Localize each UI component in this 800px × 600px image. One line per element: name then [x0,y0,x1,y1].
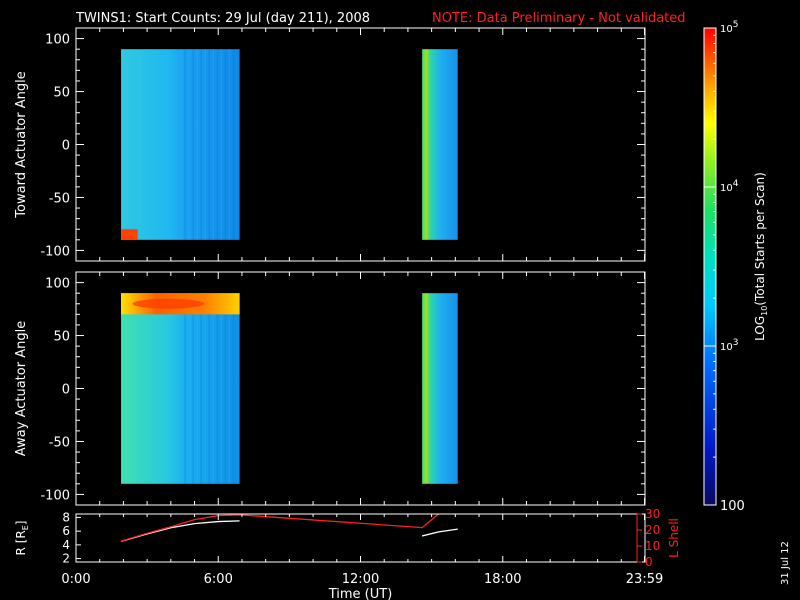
colorbar-tick-label: 104 [720,179,739,194]
block-stripe [192,49,194,240]
right-y-tick-label: 0 [645,555,653,569]
y-axis-label: Toward Actuator Angle [14,71,29,218]
panel-frame [75,513,646,563]
x-axis-label: Time (UT) [328,587,393,600]
hotspot-core [132,298,205,309]
date-stamp: 31 Jul 12 [780,541,791,585]
block-stripe [180,49,182,240]
block-stripe [228,293,231,484]
block-stripe [204,49,206,240]
left-y-tick-label: 6 [62,524,70,538]
data-block-1 [121,293,240,484]
data-block-1 [121,49,240,240]
right-y-tick-label: 20 [645,523,660,537]
r-distance-line-2 [421,528,458,537]
y-tick-label: 100 [45,33,70,48]
away-actuator-panel: -100 -50 0 50 100 Away Actuator Angle [14,271,646,506]
left-y-tick-label: 4 [62,538,70,552]
figure-title: TWINS1: Start Counts: 29 Jul (day 211), … [75,11,370,26]
x-tick-label: 6:00 [204,572,233,587]
colorbar: 105 104 103 100 LOG10(Total Starts per Scan) [703,20,769,514]
left-y-tick-label: 2 [62,552,70,566]
left-y-tick-label: 8 [62,510,70,524]
colorbar-scale [703,27,717,506]
toward-actuator-panel: -100 -50 0 50 100 Toward Actuator Angle [14,27,646,262]
block-stripe [180,293,182,484]
hotspot-1 [121,229,138,240]
y-tick-label: -100 [40,244,70,259]
block-stripe [216,49,219,240]
left-axis-label: R [RE] [14,521,30,556]
y-tick-label: -50 [49,191,70,206]
data-block-2 [422,293,458,484]
colorbar-tick-label: 103 [720,338,738,353]
y-tick-label: 0 [62,139,70,154]
data-block-2 [422,49,458,240]
block-stripe [216,293,219,484]
y-tick-label: 0 [62,383,70,398]
block-stripe [200,49,202,240]
right-axis-label: L Shell [667,518,681,558]
block-stripe [196,293,198,484]
block-stripe [208,293,211,484]
block-stripe [224,49,227,240]
block-stripe [188,293,190,484]
block-stripe [232,293,235,484]
right-y-tick-label: 10 [645,539,660,553]
colorbar-label: LOG10(Total Starts per Scan) [753,172,769,341]
block-stripe [208,49,211,240]
x-tick-label: 18:00 [484,572,521,587]
colorbar-tick-label: 100 [720,499,745,514]
preliminary-note: NOTE: Data Preliminary - Not validated [432,11,686,26]
block-stripe [212,293,215,484]
l-shell-line [120,514,440,542]
block-stripe [220,293,223,484]
block-stripe [200,293,202,484]
x-tick-label: 0:00 [61,572,90,587]
y-tick-label: -100 [40,488,70,503]
x-tick-label: 23:59 [626,572,663,587]
y-tick-label: 50 [53,86,70,101]
block-stripe [192,293,194,484]
block-stripe [184,293,186,484]
block-stripe [224,293,227,484]
block-stripe [204,293,206,484]
block-stripe [184,49,186,240]
y-tick-label: -50 [49,435,70,450]
block-stripe [228,49,231,240]
block-stripe [212,49,215,240]
x-tick-label: 12:00 [342,572,379,587]
y-tick-label: 50 [53,330,70,345]
block-stripe [220,49,223,240]
right-y-tick-label: 30 [645,507,660,521]
y-axis-label: Away Actuator Angle [14,321,29,456]
block-stripe [188,49,190,240]
colorbar-tick-label: 105 [720,20,738,35]
block-stripe [232,49,235,240]
orbit-lines [120,514,458,543]
block-stripe [196,49,198,240]
y-tick-label: 100 [45,277,70,292]
